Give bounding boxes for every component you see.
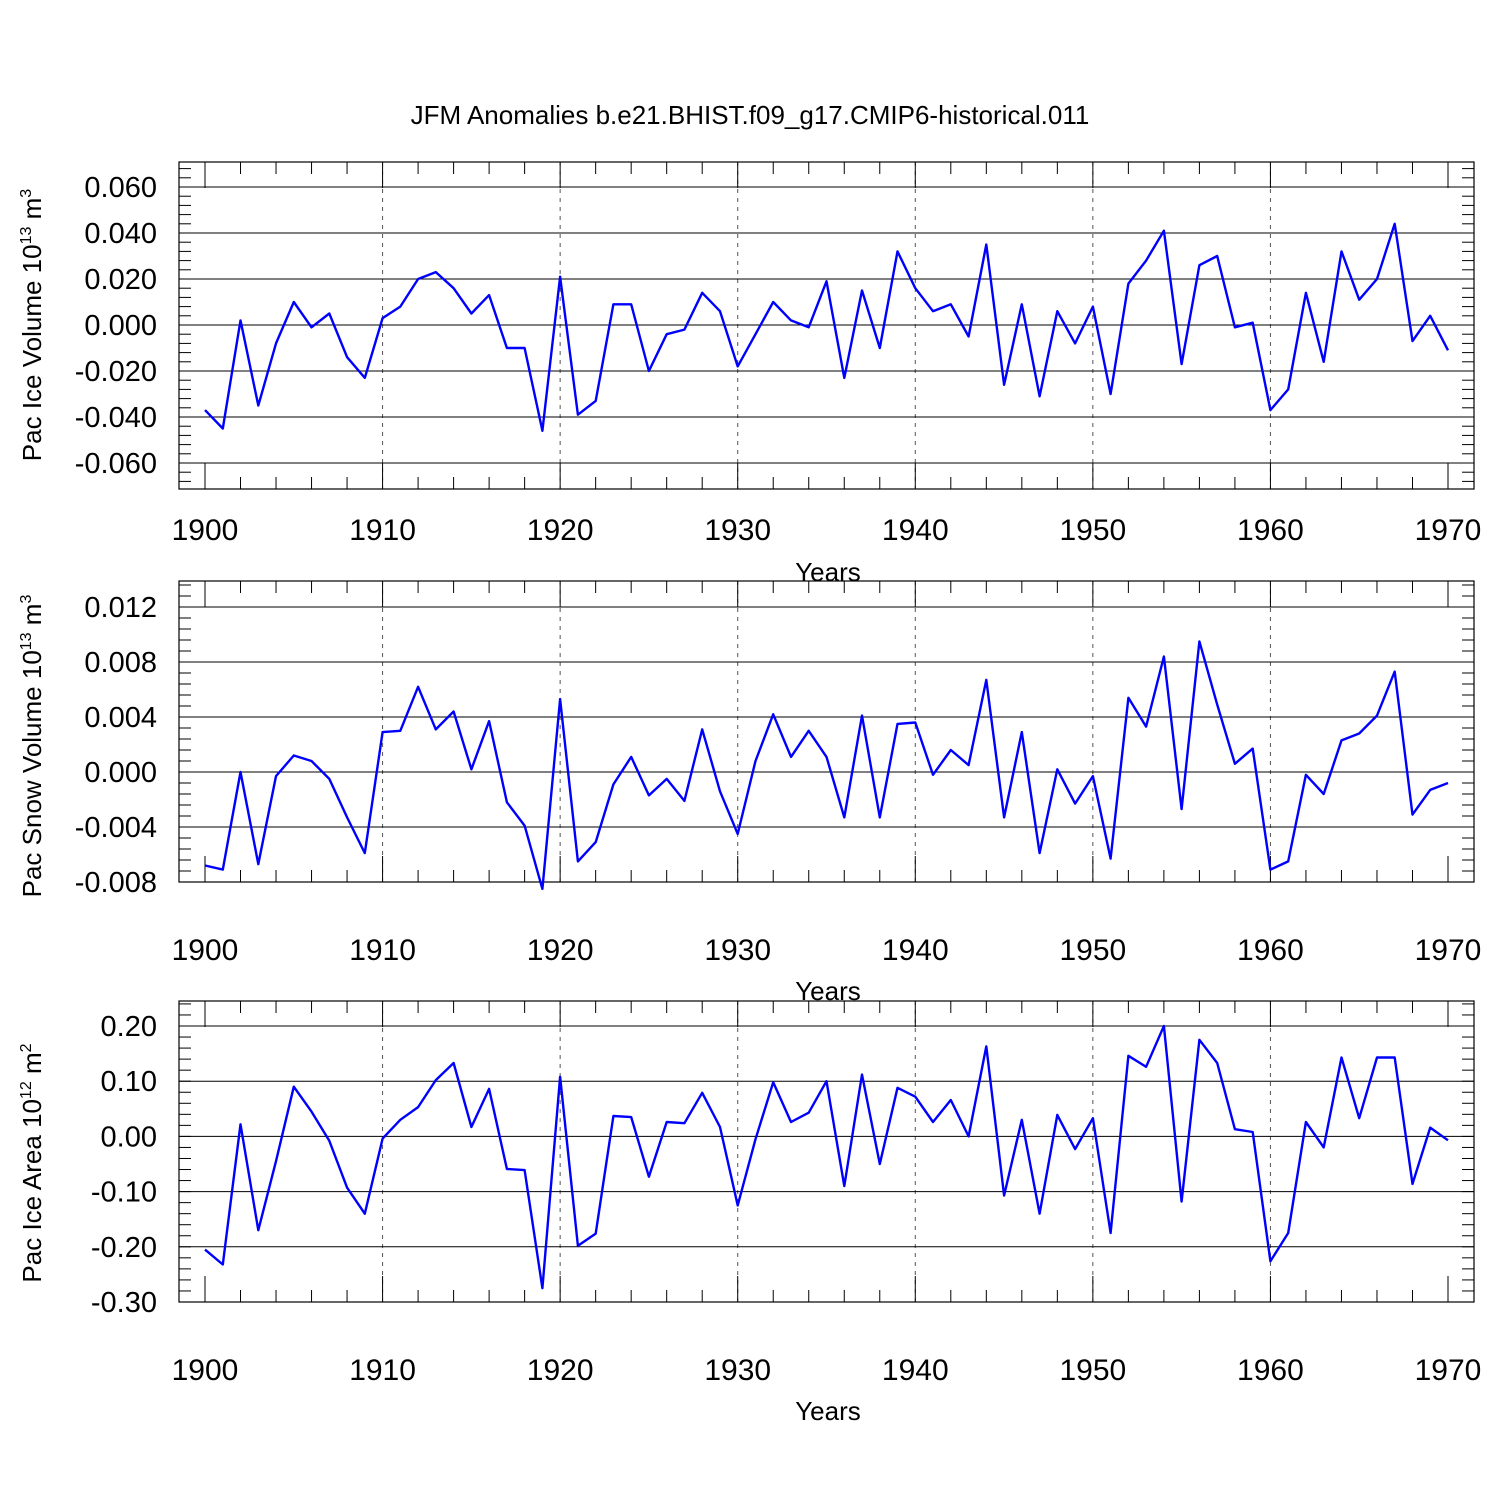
y-tick-label: 0.004 bbox=[84, 702, 157, 734]
x-tick-label: 1970 bbox=[1415, 514, 1482, 547]
x-tick-label: 1960 bbox=[1237, 934, 1304, 967]
plot-frame bbox=[178, 1000, 1475, 1303]
y-axis-label: Pac Ice Area 1012 m2 bbox=[17, 1043, 47, 1282]
chart-title: JFM Anomalies b.e21.BHIST.f09_g17.CMIP6-… bbox=[411, 100, 1090, 130]
panel-1: -0.060 -0.040 -0.020 0.000 0.020 0.040 0.060 19… bbox=[17, 161, 1482, 587]
x-tick-label: 1960 bbox=[1237, 1354, 1304, 1387]
x-tick-label: 1900 bbox=[172, 934, 239, 967]
series-line bbox=[204, 1024, 1449, 1290]
y-tick-label: 0.060 bbox=[84, 172, 157, 204]
x-tick-label: 1910 bbox=[349, 514, 416, 547]
y-tick-label: -0.20 bbox=[91, 1232, 157, 1264]
x-axis-label: Years bbox=[795, 557, 861, 587]
y-tick-label: 0.20 bbox=[101, 1011, 157, 1043]
x-tick-label: 1910 bbox=[349, 934, 416, 967]
panel-2: -0.008 -0.004 0.000 0.004 0.008 0.012 1900 1910… bbox=[17, 580, 1482, 1006]
y-axis-label: Pac Snow Volume 1013 m3 bbox=[17, 595, 47, 898]
x-tick-label: 1950 bbox=[1059, 514, 1126, 547]
x-tick-label: 1970 bbox=[1415, 1354, 1482, 1387]
x-tick-label: 1930 bbox=[704, 1354, 771, 1387]
series-line bbox=[204, 640, 1449, 891]
y-tick-label: 0.00 bbox=[101, 1121, 157, 1153]
x-tick-label: 1950 bbox=[1059, 1354, 1126, 1387]
x-tick-label: 1900 bbox=[172, 1354, 239, 1387]
x-tick-label: 1930 bbox=[704, 934, 771, 967]
y-tick-label: -0.020 bbox=[75, 356, 157, 388]
x-tick-label: 1940 bbox=[882, 1354, 949, 1387]
y-tick-label: -0.30 bbox=[91, 1287, 157, 1319]
x-tick-label: 1920 bbox=[527, 514, 594, 547]
plot-frame bbox=[178, 580, 1475, 883]
y-tick-label: 0.012 bbox=[84, 592, 157, 624]
y-tick-label: 0.000 bbox=[84, 757, 157, 789]
x-tick-label: 1920 bbox=[527, 1354, 594, 1387]
y-tick-label: -0.10 bbox=[91, 1177, 157, 1209]
y-axis-label: Pac Ice Volume 1013 m3 bbox=[17, 189, 47, 462]
x-tick-label: 1930 bbox=[704, 514, 771, 547]
y-tick-label: 0.040 bbox=[84, 218, 157, 250]
x-tick-label: 1900 bbox=[172, 514, 239, 547]
x-tick-label: 1940 bbox=[882, 514, 949, 547]
y-tick-label: 0.008 bbox=[84, 647, 157, 679]
series-line bbox=[204, 222, 1450, 432]
panel-3: -0.30 -0.20 -0.10 0.00 0.10 0.20 1900 1910 1920 1… bbox=[17, 1000, 1482, 1426]
y-tick-label: -0.008 bbox=[75, 867, 157, 899]
y-tick-label: 0.020 bbox=[84, 264, 157, 296]
x-tick-label: 1960 bbox=[1237, 514, 1304, 547]
x-tick-label: 1920 bbox=[527, 934, 594, 967]
y-tick-label: 0.10 bbox=[101, 1066, 157, 1098]
x-tick-label: 1950 bbox=[1059, 934, 1126, 967]
x-tick-label: 1940 bbox=[882, 934, 949, 967]
x-axis-label: Years bbox=[795, 1396, 861, 1426]
x-tick-label: 1970 bbox=[1415, 934, 1482, 967]
y-tick-label: -0.040 bbox=[75, 402, 157, 434]
y-tick-label: -0.060 bbox=[75, 448, 157, 480]
y-tick-label: -0.004 bbox=[75, 812, 157, 844]
y-tick-label: 0.000 bbox=[84, 310, 157, 342]
x-tick-label: 1910 bbox=[349, 1354, 416, 1387]
